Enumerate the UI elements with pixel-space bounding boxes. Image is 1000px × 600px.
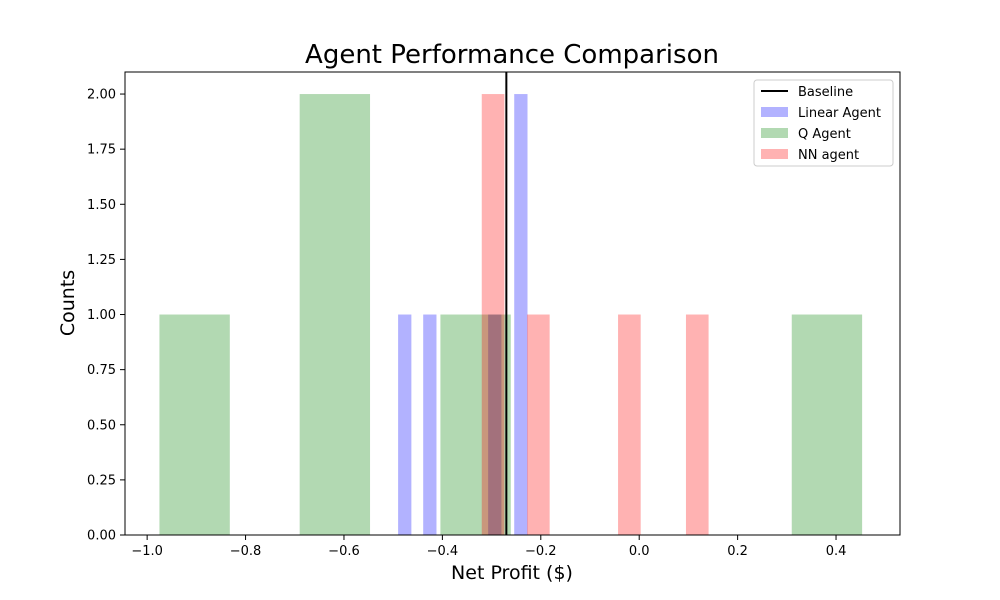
y-tick-label: 0.50 (87, 418, 116, 433)
legend-label-baseline: Baseline (798, 85, 853, 100)
bar-q-agent-2 (440, 314, 511, 535)
y-axis-label: Counts (57, 270, 79, 336)
y-tick-label: 1.00 (87, 308, 116, 323)
y-tick-label: 0.00 (87, 529, 116, 544)
chart-title: Agent Performance Comparison (305, 40, 719, 70)
legend-swatch-linear-agent (761, 107, 788, 117)
plot-frame (124, 71, 901, 536)
legend-label-linear-agent: Linear Agent (798, 106, 881, 121)
bar-linear-agent-0 (398, 314, 412, 535)
bar-linear-agent-1 (423, 314, 437, 535)
legend-swatch-nn-agent (761, 149, 788, 159)
x-tick-label: −0.6 (328, 544, 360, 559)
x-tick-label: −0.4 (427, 544, 459, 559)
x-axis: −1.0 −0.8 −0.6 −0.4 −0.2 0.0 0.2 0.4 (131, 535, 846, 559)
bar-linear-agent-3 (514, 94, 528, 536)
legend: Baseline Linear Agent Q Agent NN agent (753, 79, 894, 167)
y-tick-label: 1.75 (87, 143, 116, 158)
y-axis: 0.00 0.25 0.50 0.75 1.00 1.25 1.50 1.75 2.00 (87, 88, 125, 544)
bar-q-agent-3 (791, 314, 863, 535)
x-axis-label: Net Profit ($) (451, 562, 573, 584)
bar-nn-agent-2 (618, 314, 641, 535)
x-tick-label: 0.0 (629, 544, 650, 559)
legend-label-q-agent: Q Agent (798, 127, 851, 142)
legend-box (753, 79, 894, 167)
plot-area (124, 71, 901, 536)
x-tick-label: −0.2 (525, 544, 557, 559)
bar-linear-agent-2 (488, 314, 502, 535)
bar-q-agent-1 (299, 94, 371, 536)
bar-q-agent-0 (159, 314, 230, 535)
bar-nn-agent-3 (685, 314, 709, 535)
legend-label-nn-agent: NN agent (798, 148, 859, 163)
y-tick-label: 2.00 (87, 88, 116, 103)
y-tick-label: 1.25 (87, 253, 116, 268)
bar-nn-agent-0 (481, 94, 505, 536)
legend-swatch-q-agent (761, 128, 788, 138)
x-tick-label: 0.2 (727, 544, 748, 559)
y-tick-label: 0.75 (87, 363, 116, 378)
x-tick-label: −0.8 (230, 544, 262, 559)
x-tick-label: 0.4 (826, 544, 847, 559)
y-tick-label: 0.25 (87, 473, 116, 488)
y-tick-label: 1.50 (87, 198, 116, 213)
x-tick-label: −1.0 (131, 544, 163, 559)
bar-nn-agent-1 (527, 314, 550, 535)
